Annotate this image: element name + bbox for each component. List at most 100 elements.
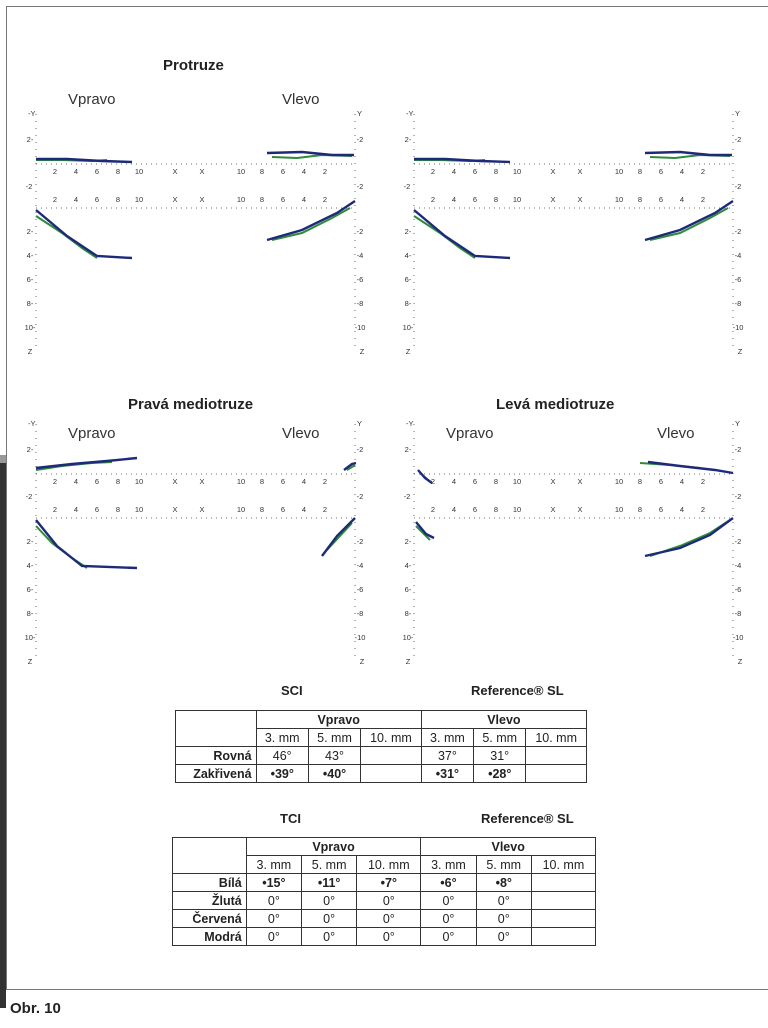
- y-label-left: -Y: [28, 109, 36, 118]
- z-tick-left: 6-: [27, 585, 34, 594]
- row-label: Modrá: [172, 927, 247, 946]
- x-label-left: X: [172, 167, 177, 176]
- x-tick-left: 6: [473, 477, 477, 486]
- y-label-right: Y: [735, 109, 740, 118]
- z-tick-left: 6-: [405, 585, 412, 594]
- x-tick-right: 6: [659, 477, 663, 486]
- x-tick-right: 2: [701, 477, 705, 486]
- group-header: Vpravo: [255, 710, 422, 729]
- x-tick-left: 6: [95, 167, 99, 176]
- x-tick-right: 4: [302, 167, 306, 176]
- curve-navy: [415, 521, 435, 540]
- curve-navy: [644, 200, 734, 242]
- y-label-left: -Y: [406, 419, 414, 428]
- column-header: 5. mm: [307, 728, 362, 747]
- x-tick-left: 4: [452, 505, 456, 514]
- table-cell: 43°: [307, 746, 362, 765]
- table-cell: [530, 873, 597, 892]
- x-tick-left: 4: [74, 195, 78, 204]
- row-label: Rovná: [175, 746, 257, 765]
- x-tick-left: 4: [452, 195, 456, 204]
- table-cell: •28°: [473, 764, 527, 783]
- x-tick-left: 2: [53, 477, 57, 486]
- z-tick-right: -6: [357, 275, 364, 284]
- x-label-left: X: [550, 195, 555, 204]
- z-tick-right: -10: [733, 633, 744, 642]
- corner-cell: [172, 837, 247, 874]
- x-tick-right: 8: [260, 477, 264, 486]
- column-header: 5. mm: [473, 728, 527, 747]
- z-tick-right: -6: [735, 585, 742, 594]
- table-cell: •11°: [300, 873, 358, 892]
- x-tick-right: 10: [615, 195, 623, 204]
- y-tick-left: 2-: [405, 135, 412, 144]
- z-tick-left: 8-: [27, 299, 34, 308]
- z-tick-right: -10: [733, 323, 744, 332]
- column-header: 10. mm: [360, 728, 422, 747]
- y-tick-right-neg: -2: [735, 492, 742, 501]
- sci-title: SCI: [281, 683, 303, 698]
- z-tick-left: 2-: [405, 537, 412, 546]
- tci-ref-title: Reference® SL: [481, 811, 574, 826]
- table-cell: 31°: [473, 746, 527, 765]
- z-tick-left: 6-: [27, 275, 34, 284]
- table-cell: [525, 764, 587, 783]
- x-tick-left: 8: [116, 195, 120, 204]
- x-label-right: X: [199, 477, 204, 486]
- graph-svg: -Y Y 2- -2 -2 -2 2 2 4 4 6 6 8 8 10 10 X X 2 2 4 4 6 6 8 8 10 10 X X 2…: [403, 109, 744, 356]
- z-tick-right: -8: [357, 609, 364, 618]
- sci-table: Vpravo Vlevo 3. mm 5. mm 10. mm 3. mm 5. mm 10.…: [175, 710, 588, 783]
- x-tick-left: 6: [473, 195, 477, 204]
- z-tick-right: -10: [355, 323, 366, 332]
- x-label-right: X: [577, 167, 582, 176]
- column-header: 3. mm: [420, 728, 475, 747]
- y-label-right: Y: [735, 419, 740, 428]
- x-tick-right: 4: [680, 505, 684, 514]
- curve-green: [346, 464, 356, 471]
- z-tick-left: 2-: [405, 227, 412, 236]
- y-label-left: -Y: [28, 419, 36, 428]
- y-tick-left: 2-: [27, 445, 34, 454]
- x-tick-left: 2: [431, 477, 435, 486]
- x-tick-left: 6: [95, 195, 99, 204]
- x-tick-left: 8: [494, 167, 498, 176]
- label-vpravo: Vpravo: [68, 425, 116, 442]
- graph-panel-leva-mediotruze: -Y Y 2- -2 -2 -2 2 2 4 4 6 6 8 8 10 10 X X 2 2 4 4 6 6 8 8 10 10 X X 2…: [400, 418, 746, 668]
- curve-navy: [647, 460, 734, 475]
- table-cell: 0°: [420, 909, 477, 928]
- table-row: Modrá 0° 0° 0° 0° 0°: [172, 927, 597, 946]
- table-cell: •7°: [356, 873, 422, 892]
- table-cell: 0°: [245, 909, 303, 928]
- curve-navy: [417, 469, 433, 484]
- z-tick-left: 8-: [405, 609, 412, 618]
- x-tick-left: 10: [513, 167, 521, 176]
- group-header: Vpravo: [245, 837, 422, 856]
- table-cell: 0°: [300, 927, 358, 946]
- x-tick-right: 10: [237, 505, 245, 514]
- x-tick-right: 10: [615, 167, 623, 176]
- x-label-right: X: [577, 195, 582, 204]
- curve-navy: [35, 519, 138, 570]
- x-tick-right: 2: [323, 167, 327, 176]
- z-tick-right: -10: [355, 633, 366, 642]
- table-cell: 0°: [300, 909, 358, 928]
- x-tick-left: 6: [95, 505, 99, 514]
- table-cell: [360, 746, 422, 765]
- corner-cell: [175, 710, 257, 747]
- x-tick-left: 8: [116, 477, 120, 486]
- x-tick-right: 8: [638, 505, 642, 514]
- curve-navy: [321, 517, 356, 557]
- curve-navy: [413, 209, 511, 260]
- x-label-right: X: [199, 167, 204, 176]
- z-tick-left: 10-: [403, 323, 414, 332]
- curve-navy: [414, 157, 511, 164]
- label-vlevo: Vlevo: [282, 425, 320, 442]
- x-tick-right: 8: [638, 477, 642, 486]
- curve-green: [415, 525, 431, 541]
- graph-svg: -Y Y 2- -2 -2 -2 2 2 4 4 6 6 8 8 10 10 X X 2 2 4 4 6 6 8 8 10 10 X X 2…: [25, 109, 366, 356]
- z-tick-right: -6: [735, 275, 742, 284]
- x-tick-right: 8: [260, 195, 264, 204]
- y-tick-right-neg: -2: [357, 182, 364, 191]
- label-vpravo: Vpravo: [68, 91, 116, 108]
- z-tick-right: -8: [357, 299, 364, 308]
